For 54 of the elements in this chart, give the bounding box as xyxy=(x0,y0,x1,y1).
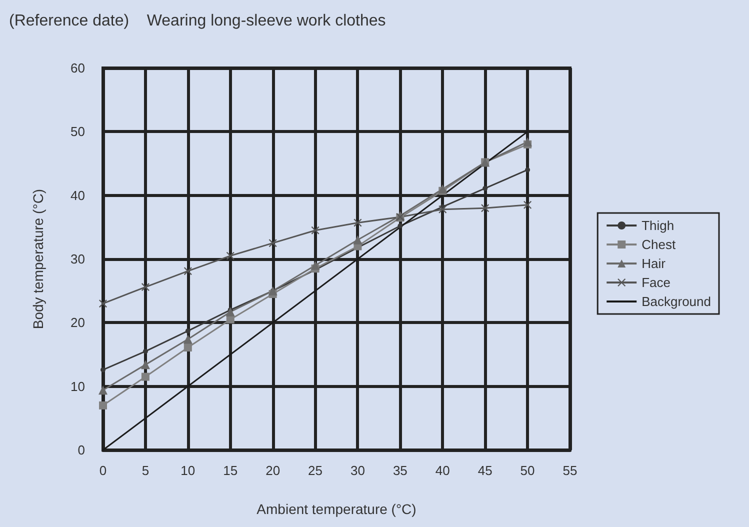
x-tick-label: 0 xyxy=(99,463,107,478)
point xyxy=(354,218,362,227)
point xyxy=(310,260,320,270)
x-tick-label: 15 xyxy=(223,463,238,478)
chart-title: (Reference date) Wearing long-sleeve work clothes xyxy=(9,12,386,30)
y-axis-title: Body temperature (°C) xyxy=(30,188,46,330)
y-tick-label: 50 xyxy=(70,124,85,140)
point xyxy=(311,226,320,234)
x-tick-label: 35 xyxy=(392,463,408,478)
x-tick-label: 45 xyxy=(478,463,492,478)
y-tick-label: 60 xyxy=(70,60,85,76)
y-tick-label: 20 xyxy=(70,315,85,330)
point xyxy=(141,283,150,292)
point xyxy=(353,235,362,244)
y-tick-label: 0 xyxy=(78,442,85,458)
x-tick-label: 50 xyxy=(520,463,535,478)
legend-label: Hair xyxy=(642,256,666,271)
legend-label: Face xyxy=(642,275,671,290)
point xyxy=(142,348,148,354)
point xyxy=(226,252,234,260)
y-tick-label: 40 xyxy=(70,188,85,203)
point xyxy=(183,334,192,344)
point xyxy=(438,184,448,194)
point xyxy=(525,167,530,172)
x-tick-label: 25 xyxy=(308,463,323,478)
legend-label: Background xyxy=(642,294,712,309)
x-tick-label: 30 xyxy=(350,463,365,478)
point xyxy=(99,300,107,308)
point xyxy=(523,137,532,146)
x-tick-label: 5 xyxy=(142,463,150,478)
point xyxy=(438,205,447,214)
x-tick-label: 10 xyxy=(180,463,196,478)
point xyxy=(184,267,192,276)
legend-label: Chest xyxy=(642,237,676,252)
point xyxy=(481,204,490,212)
y-tick-label: 10 xyxy=(70,378,85,394)
point xyxy=(140,360,150,370)
legend-label: Thigh xyxy=(642,218,674,233)
x-tick-label: 55 xyxy=(562,463,578,478)
point xyxy=(268,239,277,248)
point xyxy=(185,328,190,334)
point xyxy=(524,200,532,209)
point xyxy=(141,372,150,381)
point xyxy=(100,367,106,372)
point xyxy=(99,401,107,410)
y-tick-label: 30 xyxy=(70,252,85,266)
x-tick-label: 40 xyxy=(435,463,450,478)
point xyxy=(98,386,108,395)
point xyxy=(226,307,235,316)
point xyxy=(184,343,192,352)
point xyxy=(398,223,403,228)
x-axis-title: Ambient temperature (°C) xyxy=(256,501,416,517)
point xyxy=(482,186,488,191)
x-tick-label: 20 xyxy=(266,463,280,478)
